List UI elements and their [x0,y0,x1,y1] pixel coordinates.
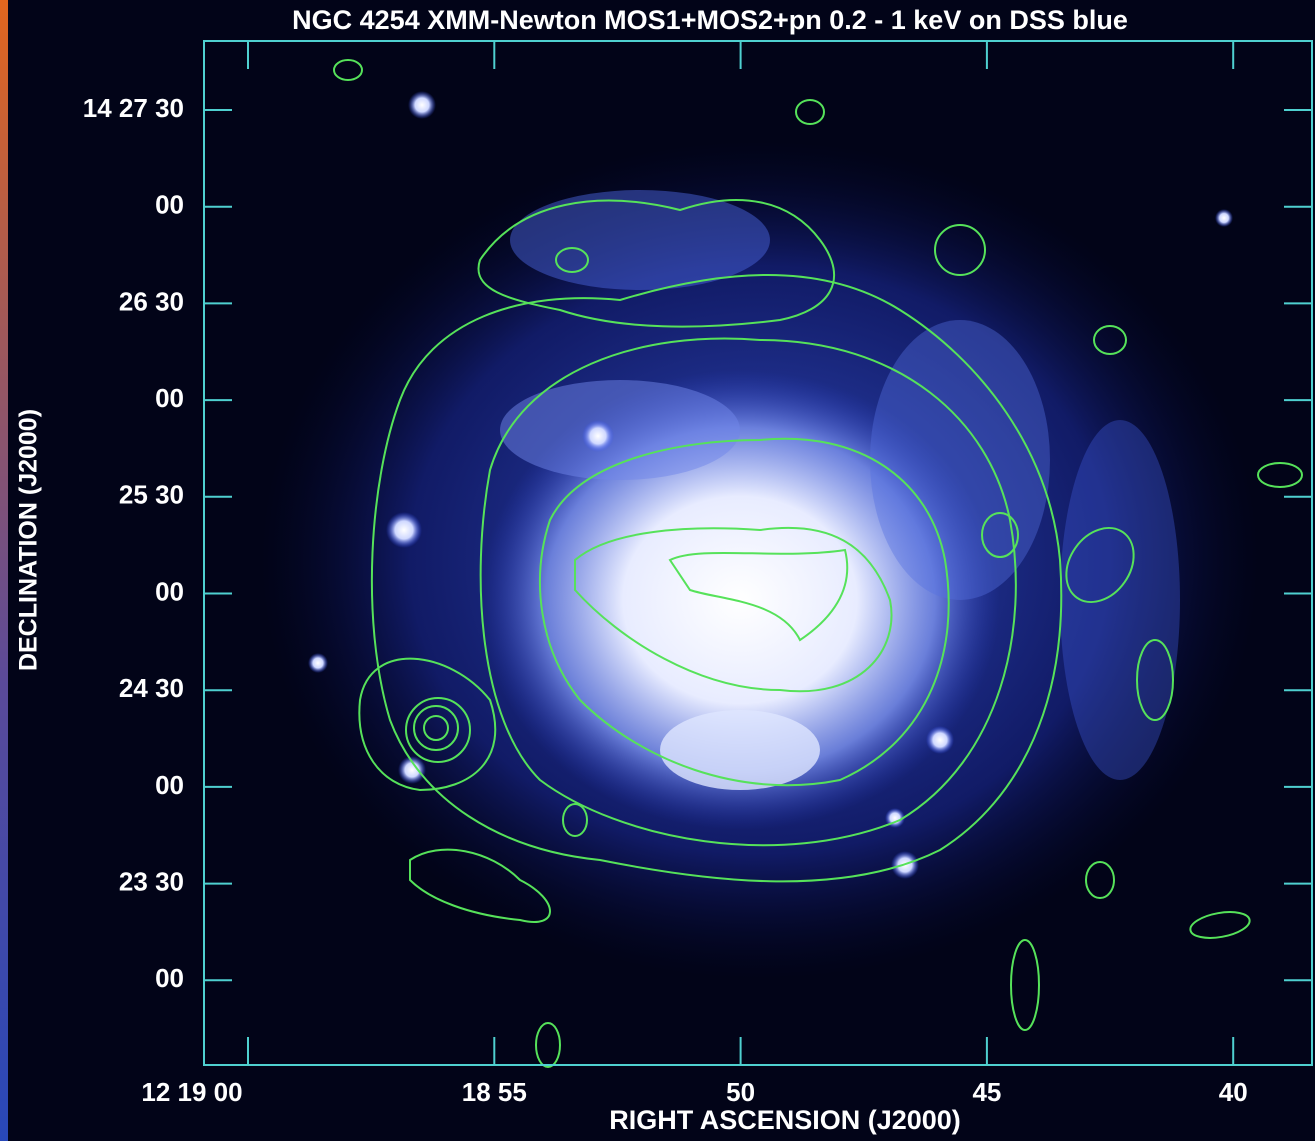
y-tick-label: 25 30 [119,480,184,510]
x-tick-label: 40 [1219,1077,1248,1107]
edge-strip [0,0,8,1141]
x-tick-label: 18 55 [462,1077,527,1107]
y-tick-label: 23 30 [119,866,184,896]
y-tick-label: 00 [155,190,184,220]
x-tick-label: 50 [726,1077,755,1107]
y-tick-label: 24 30 [119,673,184,703]
title: NGC 4254 XMM-Newton MOS1+MOS2+pn 0.2 - 1… [292,5,1128,35]
body: NGC 4254 XMM-Newton MOS1+MOS2+pn 0.2 - 1… [0,0,1315,1141]
figure: NGC 4254 XMM-Newton MOS1+MOS2+pn 0.2 - 1… [0,0,1315,1141]
x-tick-label: 45 [972,1077,1001,1107]
y-tick-label: 14 27 30 [83,93,184,123]
y-tick-label: 00 [155,576,184,606]
y-axis-label: DECLINATION (J2000) [15,409,43,671]
page: {"title": "NGC 4254 XMM-Newton MOS1+MOS2… [0,0,1315,1141]
y-tick-label: 00 [155,963,184,993]
x-axis-label: RIGHT ASCENSION (J2000) [609,1105,961,1135]
x-tick-label: 12 19 00 [141,1077,242,1107]
y-tick-label: 26 30 [119,286,184,316]
y-tick-label: 00 [155,383,184,413]
y-tick-label: 00 [155,770,184,800]
